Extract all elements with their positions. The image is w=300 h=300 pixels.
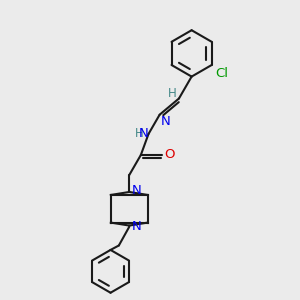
Text: H: H [135,127,143,140]
Text: N: N [132,184,141,197]
Text: H: H [168,87,177,100]
Text: Cl: Cl [216,68,229,80]
Text: N: N [132,220,141,233]
Text: N: N [161,115,171,128]
Text: N: N [139,127,149,140]
Text: O: O [164,148,175,161]
